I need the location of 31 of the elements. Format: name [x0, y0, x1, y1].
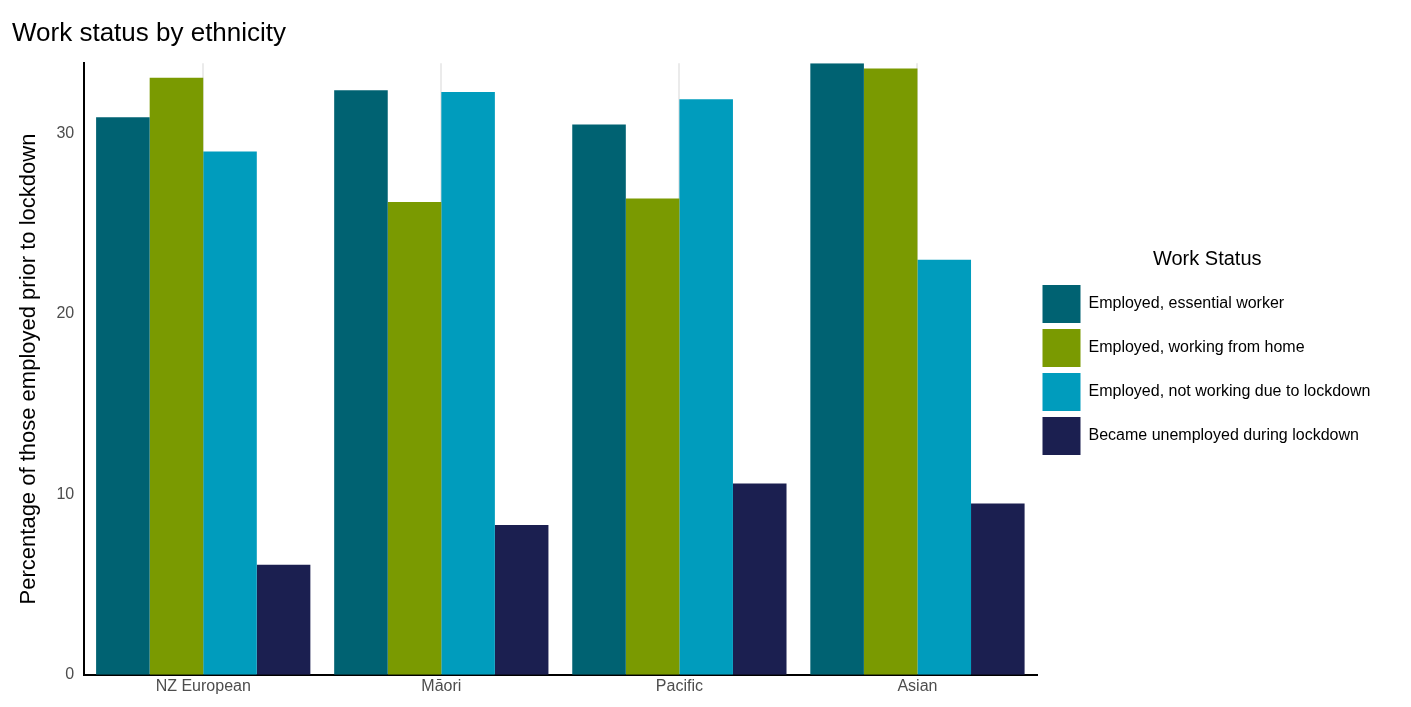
bar: [572, 124, 626, 675]
y-tick-label: 20: [56, 304, 75, 322]
bar: [441, 92, 495, 675]
legend-label: Employed, not working due to lockdown: [1088, 382, 1371, 400]
bar: [810, 63, 864, 675]
bar: [387, 202, 442, 675]
bar: [203, 151, 257, 675]
bar: [625, 198, 680, 675]
bar: [334, 90, 388, 675]
y-tick-label: 10: [56, 484, 75, 502]
bar: [863, 68, 918, 675]
x-tick-label: NZ European: [155, 676, 251, 694]
bar: [494, 525, 549, 675]
y-axis-title: Percentage of those employed prior to lockdown: [15, 133, 41, 605]
bar: [679, 99, 733, 675]
x-tick-label: Asian: [897, 676, 938, 694]
bar: [732, 483, 787, 675]
y-tick-label: 0: [65, 665, 75, 683]
chart-title: Work status by ethnicity: [12, 16, 287, 47]
bar: [971, 503, 1025, 675]
x-tick-label: Māori: [421, 676, 462, 694]
bar: [256, 564, 311, 675]
legend-title: Work Status: [1152, 246, 1262, 269]
bar: [96, 117, 150, 675]
legend-label: Became unemployed during lockdown: [1088, 426, 1359, 444]
legend-label: Employed, working from home: [1088, 338, 1305, 356]
y-tick-label: 30: [56, 123, 75, 141]
bar: [149, 77, 204, 675]
x-tick-label: Pacific: [655, 676, 703, 694]
bar: [917, 259, 972, 675]
legend-label: Employed, essential worker: [1088, 294, 1285, 312]
